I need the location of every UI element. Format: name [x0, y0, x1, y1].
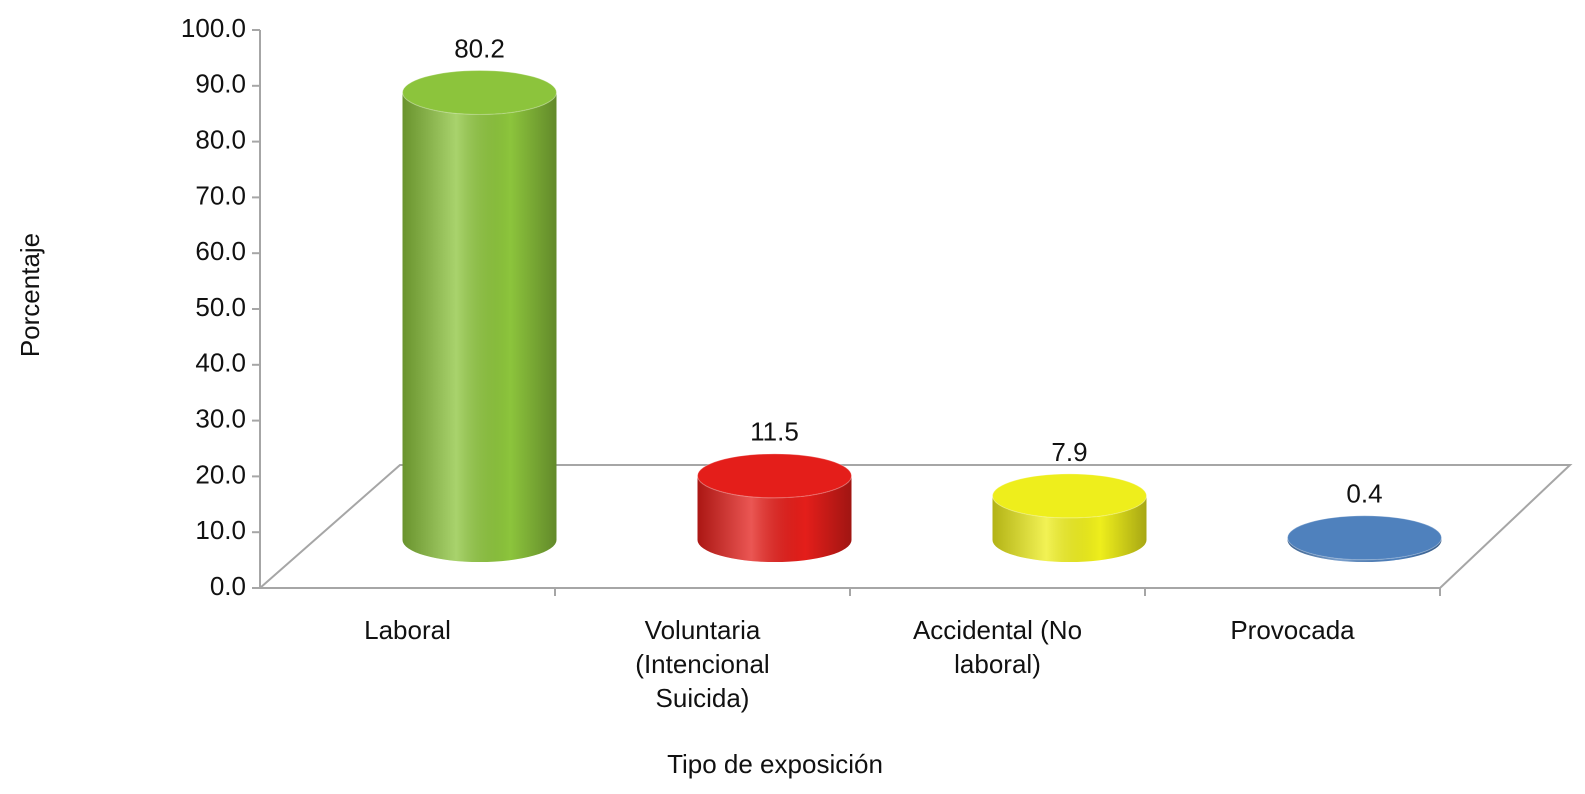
y-tick-label: 20.0	[195, 459, 246, 489]
value-label: 11.5	[750, 417, 799, 447]
value-label: 80.2	[454, 33, 505, 63]
bar-shade	[992, 495, 1147, 562]
y-tick-label: 100.0	[181, 13, 246, 43]
y-tick-label: 10.0	[195, 515, 246, 545]
y-tick-label: 0.0	[210, 571, 246, 601]
x-axis-title: Tipo de exposición	[667, 749, 883, 779]
y-tick-label: 50.0	[195, 292, 246, 322]
y-tick-label: 70.0	[195, 180, 246, 210]
y-tick-label: 60.0	[195, 236, 246, 266]
x-tick-label: Voluntaria (Intencional Suicida)	[635, 615, 769, 713]
value-label: 0.4	[1346, 479, 1382, 509]
y-tick-label: 80.0	[195, 124, 246, 154]
bar-shade	[402, 92, 557, 562]
bar-top	[402, 69, 557, 115]
y-tick-label: 30.0	[195, 403, 246, 433]
x-tick-label: Accidental (No laboral)	[913, 615, 1082, 679]
bar-top	[992, 473, 1147, 519]
bar-top	[697, 453, 852, 499]
y-tick-label: 90.0	[195, 69, 246, 99]
value-label: 7.9	[1051, 437, 1087, 467]
bar-shade	[697, 475, 852, 562]
bar-top	[1287, 515, 1442, 561]
x-tick-label: Laboral	[364, 615, 451, 645]
x-tick-label: Provocada	[1230, 615, 1355, 645]
y-tick-label: 40.0	[195, 348, 246, 378]
floor	[259, 464, 1573, 589]
y-axis-title: Porcentaje	[15, 233, 45, 357]
